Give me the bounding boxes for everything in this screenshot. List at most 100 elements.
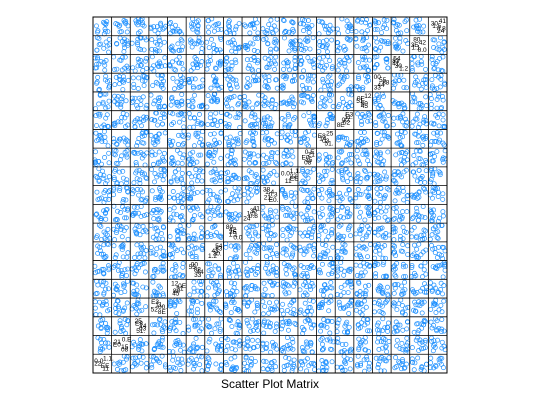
scatter-point	[212, 223, 218, 229]
scatter-point	[433, 230, 439, 235]
scatter-point	[311, 186, 317, 192]
scatter-point	[346, 91, 352, 97]
scatter-point	[391, 115, 397, 121]
scatter-point	[317, 255, 323, 261]
scatter-point	[363, 304, 369, 310]
scatter-point	[224, 111, 230, 117]
scatter-point	[138, 204, 144, 209]
scatter-point	[137, 232, 143, 238]
scatter-point	[268, 256, 274, 261]
scatter-point	[175, 198, 181, 204]
scatter-point	[218, 272, 224, 278]
scatter-point	[292, 271, 297, 277]
scatter-point	[205, 93, 211, 99]
scatter-point	[171, 205, 177, 211]
scatter-point	[355, 60, 361, 66]
scatter-point	[338, 161, 344, 167]
scatter-point	[363, 288, 369, 294]
scatter-point	[344, 74, 350, 80]
scatter-point	[365, 254, 370, 260]
scatter-point	[430, 158, 436, 164]
scatter-point	[367, 195, 372, 201]
scatter-point	[94, 79, 100, 85]
scatter-point	[409, 123, 415, 129]
scatter-point	[180, 264, 186, 270]
scatter-point	[206, 339, 212, 345]
scatter-point	[152, 117, 158, 123]
scatter-point	[386, 355, 392, 361]
scatter-point	[304, 271, 310, 277]
scatter-point	[290, 226, 296, 232]
scatter-point	[260, 167, 266, 173]
scatter-point	[252, 77, 258, 83]
scatter-point	[102, 28, 108, 34]
scatter-point	[149, 152, 155, 158]
scatter-point	[353, 231, 359, 237]
scatter-point	[255, 263, 261, 269]
scatter-point	[382, 243, 388, 249]
scatter-point	[139, 246, 145, 252]
scatter-point	[441, 298, 447, 304]
scatter-point	[441, 283, 447, 288]
scatter-point	[255, 244, 261, 250]
scatter-point	[367, 211, 373, 217]
scatter-point	[135, 86, 141, 91]
scatter-point	[310, 35, 316, 41]
scatter-point	[227, 212, 233, 218]
scatter-point	[138, 187, 144, 193]
scatter-point	[225, 343, 231, 349]
scatter-point	[154, 225, 159, 231]
scatter-point	[149, 46, 155, 52]
scatter-point	[200, 129, 206, 134]
scatter-point	[404, 85, 410, 91]
scatter-point	[185, 361, 191, 367]
scatter-point	[409, 345, 415, 351]
scatter-point	[307, 226, 313, 232]
scatter-point	[211, 117, 217, 123]
scatter-point	[381, 274, 387, 280]
scatter-point	[326, 27, 332, 33]
scatter-point	[322, 282, 328, 288]
scatter-point	[400, 264, 406, 270]
scatter-point	[151, 330, 157, 336]
scatter-point	[213, 298, 219, 304]
scatter-point	[130, 75, 136, 81]
scatter-point	[342, 250, 348, 256]
scatter-point	[157, 188, 163, 194]
scatter-point	[264, 155, 269, 161]
scatter-point	[243, 140, 249, 145]
scatter-point	[301, 113, 307, 119]
scatter-point	[303, 212, 309, 218]
scatter-point	[195, 23, 201, 28]
scatter-point	[116, 23, 122, 29]
scatter-point	[392, 225, 398, 231]
scatter-point	[273, 46, 279, 52]
scatter-point	[186, 170, 192, 176]
scatter-point	[273, 54, 279, 60]
scatter-point	[439, 67, 445, 73]
scatter-point	[98, 172, 103, 177]
scatter-point	[304, 368, 310, 374]
scatter-point	[158, 172, 164, 178]
scatter-point	[113, 310, 119, 316]
scatter-point	[94, 47, 100, 53]
scatter-point	[290, 250, 296, 256]
scatter-point	[95, 56, 100, 62]
scatter-point	[113, 252, 119, 258]
scatter-point	[196, 152, 202, 158]
scatter-point	[260, 366, 266, 372]
scatter-point	[440, 97, 446, 103]
scatter-point	[377, 193, 383, 198]
scatter-point	[282, 289, 288, 295]
scatter-point	[170, 28, 176, 34]
scatter-point	[376, 215, 382, 221]
scatter-point	[357, 179, 363, 185]
scatter-point	[377, 150, 383, 156]
scatter-point	[255, 117, 261, 123]
scatter-point	[199, 368, 205, 374]
scatter-point	[187, 186, 193, 192]
scatter-point	[135, 358, 141, 364]
scatter-point	[329, 359, 335, 365]
scatter-point	[347, 142, 353, 148]
diagonal-label-fragment: 08	[304, 159, 312, 166]
